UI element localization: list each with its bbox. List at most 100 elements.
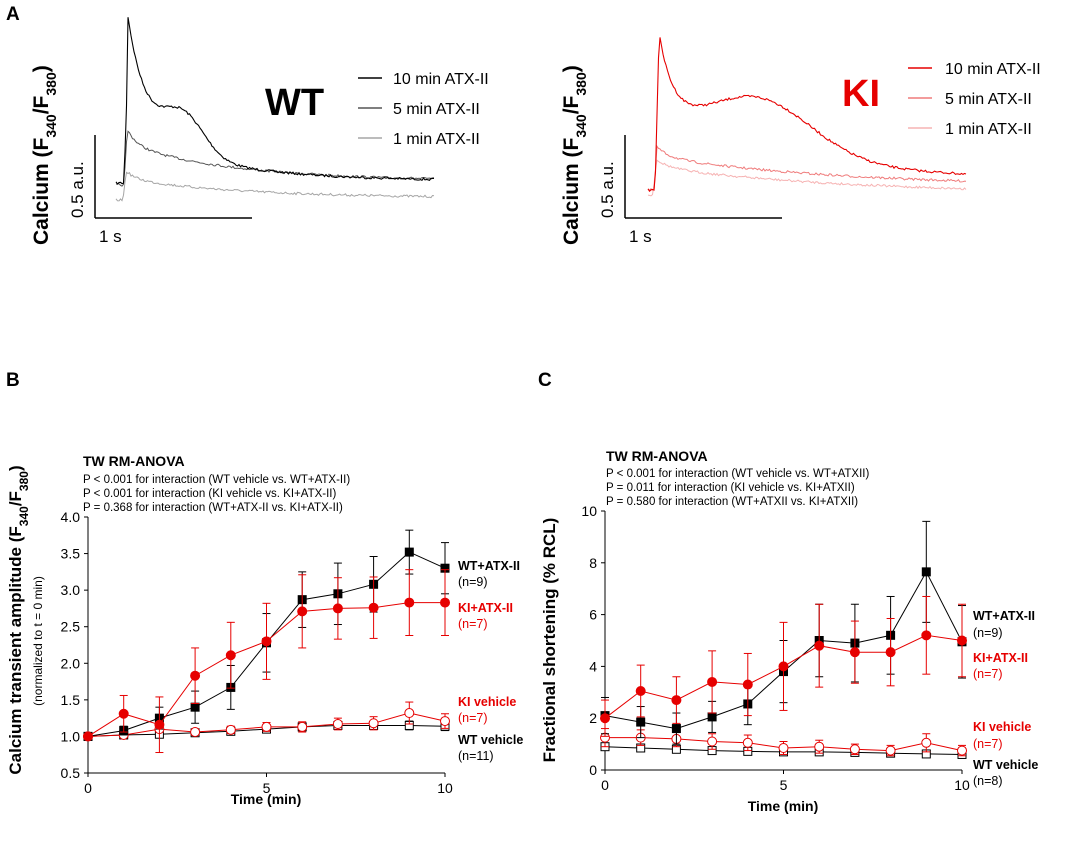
wt-trace-1min [115, 171, 435, 202]
wt-scale-y-label: 0.5 a.u. [68, 161, 87, 218]
panel-c-point [778, 661, 789, 672]
panel-c-point [778, 742, 789, 753]
panel-b-x-tick-label: 10 [437, 780, 453, 796]
panel-b-y-tick-label: 0.5 [61, 765, 81, 781]
panel-c-n-wt-atx: (n=9) [973, 626, 1003, 640]
wt-legend-10min: 10 min ATX-II [393, 71, 489, 88]
panel-c-y-tick-label: 4 [589, 658, 597, 674]
panel-c-label-ki-atx: KI+ATX-II [973, 651, 1028, 665]
panel-c-y-tick-label: 2 [589, 710, 597, 726]
ki-y-axis-label: Calcium (F340/F380) [560, 65, 589, 245]
ki-legend-1min: 1 min ATX-II [945, 121, 1032, 138]
panel-c-n-ki-vehicle: (n=7) [973, 737, 1003, 751]
panel-c-point [814, 640, 825, 651]
panel-c-point [636, 717, 646, 727]
panel-b-y-axis-label: Calcium transient amplitude (F340/F380) [6, 465, 31, 774]
panel-c: TW RM-ANOVA P < 0.001 for interaction (W… [540, 448, 1038, 814]
panel-c-series-ki-vehicle [600, 728, 967, 757]
panel-c-point [957, 635, 967, 646]
panel-c-label-wt-atx: WT+ATX-II [973, 609, 1035, 623]
panel-b-point [404, 547, 414, 557]
panel-b-stat-1: P < 0.001 for interaction (WT vehicle vs… [83, 474, 350, 486]
wt-trace-10min [115, 17, 435, 185]
wt-trace-5min [115, 130, 435, 187]
panel-b-point [225, 724, 236, 735]
panel-c-point [635, 686, 646, 697]
panel-c-point [957, 745, 967, 756]
panel-c-y-tick-label: 6 [589, 607, 597, 623]
panel-b-series [83, 529, 450, 754]
panel-b-label-wt-vehicle: WT vehicle [458, 733, 523, 747]
panel-c-point [885, 647, 896, 658]
panel-b: TW RM-ANOVA P < 0.001 for interaction (W… [6, 453, 523, 807]
panel-b-point [190, 702, 200, 712]
panel-b-point [297, 606, 308, 617]
panel-b-stat-2: P < 0.001 for interaction (KI vehicle vs… [83, 488, 336, 500]
panel-c-stat-1: P < 0.001 for interaction (WT vehicle vs… [606, 468, 869, 480]
panel-c-y-axis-label: Fractional shortening (% RCL) [540, 518, 559, 763]
panel-b-point [297, 721, 308, 732]
panel-c-label-ki-vehicle: KI vehicle [973, 720, 1031, 734]
panel-b-n-wt-atx: (n=9) [458, 575, 488, 589]
panel-c-point [707, 736, 718, 747]
panel-c-x-tick-label: 0 [601, 777, 609, 793]
panel-label-c: C [538, 370, 552, 391]
wt-y-axis-label: Calcium (F340/F380) [30, 65, 59, 245]
panel-b-point [368, 718, 379, 729]
panel-c-stat-3: P = 0.580 for interaction (WT+ATXII vs. … [606, 496, 858, 508]
wt-genotype-label: WT [265, 82, 324, 124]
panel-c-x-tick-label: 5 [780, 777, 788, 793]
panel-b-y-tick-label: 2.5 [61, 619, 81, 635]
ki-trace-5min [647, 144, 967, 191]
panel-c-point [742, 737, 753, 748]
panel-b-n-ki-vehicle: (n=7) [458, 711, 488, 725]
panel-b-x-tick-label: 0 [84, 780, 92, 796]
panel-b-y-tick-label: 3.5 [61, 546, 81, 562]
panel-c-point [921, 567, 931, 577]
ki-scale-y-label: 0.5 a.u. [598, 161, 617, 218]
panel-c-series-ki-atx-ii [600, 595, 967, 737]
panel-b-y-tick-label: 3.0 [61, 582, 81, 598]
panel-c-point [671, 724, 681, 734]
panel-b-point [154, 719, 165, 730]
panel-c-n-ki-atx: (n=7) [973, 667, 1003, 681]
panel-c-point [742, 679, 753, 690]
panel-b-y-axis-sublabel: (normalized to t = 0 min) [31, 576, 45, 706]
panel-b-x-tick-label: 5 [263, 780, 271, 796]
panel-b-point [190, 727, 201, 738]
panel-b-y-tick-label: 1.0 [61, 728, 81, 744]
panel-c-point [921, 737, 932, 748]
wt-scale-x-label: 1 s [99, 227, 122, 246]
panel-b-x-axis-label: Time (min) [231, 791, 302, 807]
ki-trace-1min [647, 159, 967, 197]
panel-c-stats-title: TW RM-ANOVA [606, 448, 708, 464]
panel-b-n-wt-vehicle: (n=11) [458, 749, 494, 763]
panel-b-point [404, 597, 415, 608]
ki-legend-10min: 10 min ATX-II [945, 61, 1041, 78]
panel-c-point [707, 712, 717, 722]
panel-b-point [83, 731, 93, 742]
wt-legend-1min: 1 min ATX-II [393, 131, 480, 148]
panel-b-label-ki-atx: KI+ATX-II [458, 601, 513, 615]
panel-a-ki: Calcium (F340/F380) 0.5 a.u. 1 s KI 10 m… [560, 37, 1041, 246]
wt-legend-5min: 5 min ATX-II [393, 101, 480, 118]
panel-b-y-tick-label: 1.5 [61, 692, 81, 708]
panel-b-point [190, 670, 201, 681]
panel-c-n-wt-vehicle: (n=8) [973, 774, 1003, 788]
ki-scale-x-label: 1 s [629, 227, 652, 246]
panel-b-point [440, 597, 450, 608]
panel-c-point [921, 630, 932, 641]
panel-a-wt: Calcium (F340/F380) 0.5 a.u. 1 s WT 10 m… [30, 17, 489, 246]
panel-c-stat-2: P = 0.011 for interaction (KI vehicle vs… [606, 482, 855, 494]
panel-label-a: A [6, 4, 20, 25]
panel-label-b: B [6, 370, 20, 391]
panel-c-x-axis-label: Time (min) [748, 798, 819, 814]
panel-b-point [368, 602, 379, 613]
panel-c-x-tick-label: 10 [954, 777, 970, 793]
panel-b-label-ki-vehicle: KI vehicle [458, 695, 516, 709]
panel-c-point [707, 676, 718, 687]
panel-b-y-tick-label: 4.0 [61, 509, 81, 525]
panel-c-point [814, 741, 825, 752]
panel-b-y-tick-label: 2.0 [61, 655, 81, 671]
